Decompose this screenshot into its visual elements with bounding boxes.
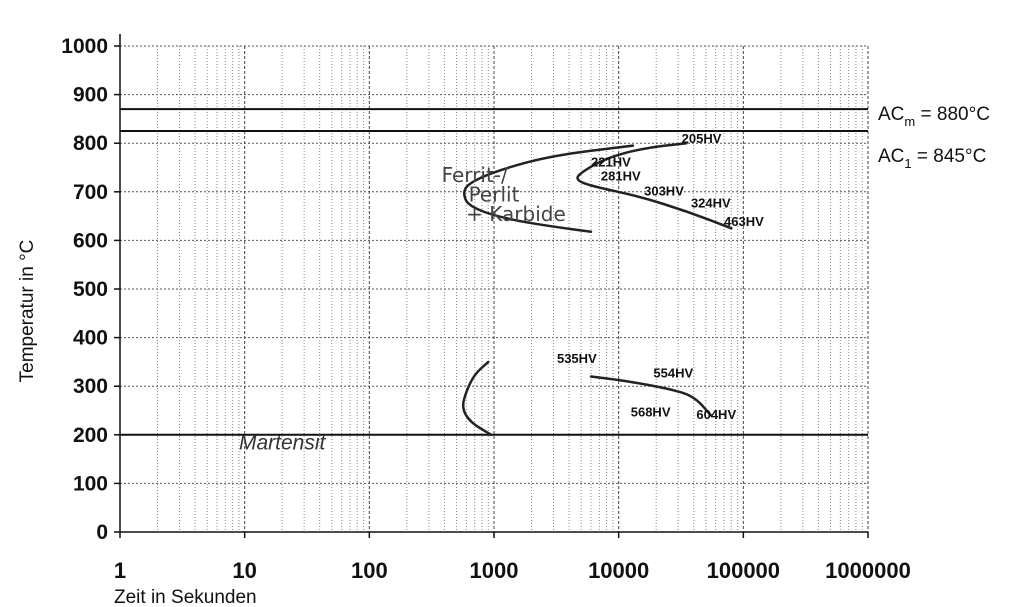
y-tick-label: 100: [73, 472, 108, 495]
hardness-label: 324HV: [691, 195, 731, 210]
martensit-label: Martensit: [239, 431, 327, 454]
axes: 0 100 200 300 400 500 600 700 800 900 1000 1 10 100 10…: [17, 34, 911, 607]
ac-label: ACm = 880°C: [878, 104, 990, 129]
grid: [119, 45, 869, 533]
y-tick-label: 700: [73, 181, 108, 204]
y-tick-label: 900: [73, 84, 108, 107]
y-tick-label: 0: [96, 521, 108, 544]
hardness-label: 463HV: [724, 214, 764, 229]
x-tick-label: 100000: [707, 558, 780, 583]
reference-lines: ACm = 880°C AC1 = 845°C: [120, 104, 990, 436]
region-label: Perlit: [469, 183, 520, 207]
x-tick-label: 10000: [588, 558, 649, 583]
x-tick-label: 1: [114, 558, 126, 583]
hardness-label: 205HV: [682, 131, 722, 146]
hardness-label: 281HV: [601, 169, 641, 184]
x-tick-label: 1000: [470, 558, 519, 583]
x-tick-label: 100: [351, 558, 388, 583]
transformation-curves: [461, 141, 733, 437]
y-tick-label: 400: [73, 327, 108, 350]
region-label: Ferrit-/: [442, 163, 508, 187]
y-tick-label: 1000: [61, 35, 108, 58]
transformation-curve: [463, 144, 635, 233]
hardness-label: 568HV: [631, 404, 671, 419]
hardness-label: 554HV: [653, 365, 693, 380]
transformation-curve: [461, 360, 493, 437]
y-tick-label: 800: [73, 132, 108, 155]
y-axis-label: Temperatur in °C: [17, 240, 38, 383]
x-tick-label: 1000000: [825, 558, 911, 583]
x-tick-label: 10: [232, 558, 256, 583]
ac-label: AC1 = 845°C: [878, 146, 986, 171]
y-tick-label: 300: [73, 375, 108, 398]
transformation-curve: [576, 141, 733, 230]
hardness-label: 221HV: [591, 155, 631, 170]
y-tick-label: 200: [73, 424, 108, 447]
hardness-label: 303HV: [644, 184, 684, 199]
hardness-label: 604HV: [696, 407, 736, 422]
transformation-curve: [589, 375, 713, 417]
y-tick-label: 600: [73, 229, 108, 252]
y-tick-label: 500: [73, 278, 108, 301]
hardness-label: 535HV: [557, 351, 597, 366]
region-label: + Karbide: [466, 202, 566, 226]
x-axis-label: Zeit in Sekunden: [114, 587, 257, 607]
